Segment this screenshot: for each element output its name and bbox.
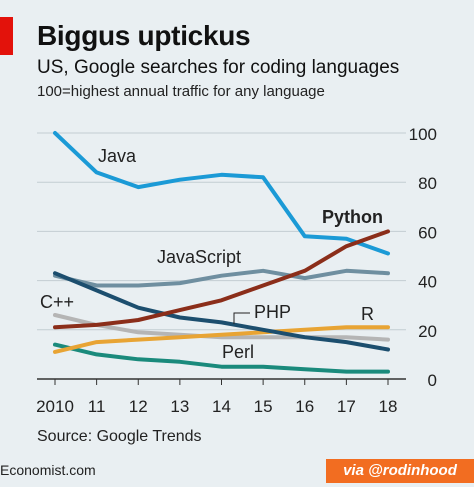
y-tick-label-80: 80 (418, 174, 437, 193)
y-tick-label-0: 0 (428, 371, 437, 390)
chart-title: Biggus uptickus (37, 20, 251, 51)
credit-badge[interactable]: via @rodinhood (326, 459, 474, 483)
series-line-php (53, 271, 390, 352)
series-label-perl: Perl (222, 342, 254, 362)
x-tick-label-2017: 17 (337, 397, 356, 416)
series-label-php: PHP (254, 302, 291, 322)
x-tick-label-2015: 15 (254, 397, 273, 416)
series-label-r: R (361, 304, 374, 324)
x-tick-label-2011: 11 (88, 397, 106, 416)
x-tick-label-2012: 12 (129, 397, 148, 416)
php-leader-line (233, 312, 250, 324)
series-label-python: Python (322, 207, 383, 227)
x-tick-label-2016: 16 (295, 397, 314, 416)
y-tick-label-40: 40 (418, 273, 437, 292)
chart-note: 100=highest annual traffic for any langu… (37, 83, 325, 100)
x-tick-label-2014: 14 (212, 397, 231, 416)
source-note: Source: Google Trends (37, 428, 202, 445)
y-tick-label-60: 60 (418, 223, 437, 242)
series-line-r (53, 325, 390, 354)
series-label-javascript: JavaScript (157, 247, 241, 267)
x-tick-label-2018: 18 (379, 397, 398, 416)
brand-red-bar (0, 17, 13, 55)
series-label-c-: C++ (40, 292, 74, 312)
y-tick-label-20: 20 (418, 322, 437, 341)
chart-subtitle: US, Google searches for coding languages (37, 57, 400, 78)
economist-logo: Economist.com (0, 462, 96, 478)
series-line-c- (53, 313, 390, 342)
x-tick-label-2013: 13 (170, 397, 189, 416)
series-line-javascript (53, 268, 390, 288)
series-line-java (53, 131, 390, 256)
series-line-perl (53, 342, 390, 374)
series-label-java: Java (98, 146, 137, 166)
y-tick-label-100: 100 (409, 125, 437, 144)
series-line-python (53, 229, 390, 330)
x-tick-label-2010: 2010 (36, 397, 74, 416)
